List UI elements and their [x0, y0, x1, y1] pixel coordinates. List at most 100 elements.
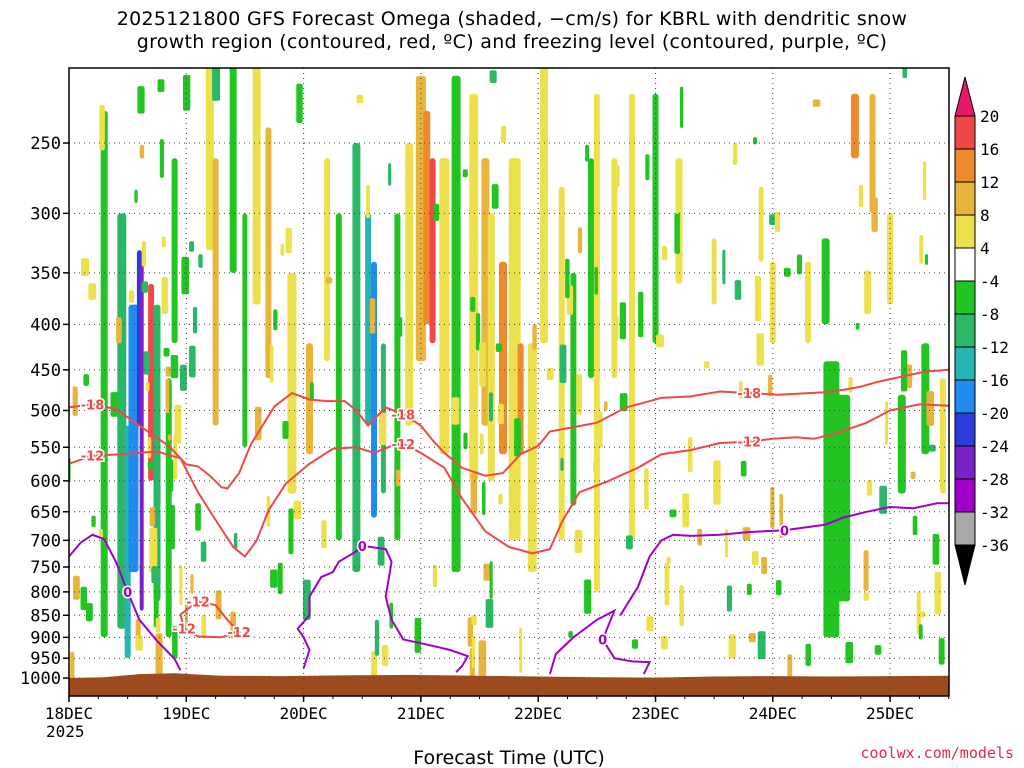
omega-cell	[897, 394, 906, 494]
omega-cell	[611, 158, 618, 379]
omega-cell	[805, 261, 811, 344]
omega-cell	[805, 643, 811, 666]
omega-cell	[335, 213, 342, 541]
omega-cell	[179, 565, 183, 606]
omega-cell	[388, 163, 392, 186]
colorbar-label: 8	[980, 206, 990, 225]
colorbar-label: 16	[980, 140, 999, 159]
omega-cell	[200, 541, 207, 562]
omega-cell	[823, 361, 840, 638]
omega-cell	[473, 235, 479, 261]
colorbar-segment	[954, 478, 976, 513]
colorbar-segment	[954, 115, 976, 150]
y-tick-label: 750	[30, 558, 61, 578]
freezing-contour-label: 0	[598, 634, 607, 649]
omega-cell	[352, 143, 361, 573]
omega-cell	[139, 261, 144, 611]
omega-cell	[585, 144, 589, 162]
omega-cell	[325, 277, 333, 284]
omega-cell	[100, 110, 108, 638]
omega-cell	[488, 392, 493, 422]
omega-cell	[836, 394, 851, 602]
omega-cell	[151, 566, 160, 584]
omega-cell	[161, 236, 166, 248]
omega-cell	[169, 504, 175, 550]
omega-cell	[783, 267, 791, 277]
omega-cell	[758, 186, 764, 262]
omega-cell	[110, 392, 119, 417]
omega-cell	[848, 376, 853, 393]
omega-cell	[625, 535, 633, 550]
omega-cell	[165, 378, 170, 414]
omega-cell	[722, 249, 726, 285]
omega-cell	[155, 617, 161, 633]
omega-cell	[588, 158, 594, 379]
omega-cell	[270, 569, 278, 588]
omega-cell	[153, 584, 159, 628]
omega-cell	[287, 272, 297, 494]
omega-cell	[189, 241, 195, 252]
omega-cell	[174, 404, 182, 444]
credit-label: coolwx.com/models	[860, 744, 1014, 762]
omega-cell	[396, 469, 401, 487]
omega-cell	[379, 412, 387, 445]
omega-cell	[666, 556, 671, 564]
grid-lines	[69, 68, 949, 696]
omega-cell	[593, 93, 600, 592]
y-tick-label: 450	[30, 361, 61, 381]
omega-cell	[500, 125, 507, 143]
omega-cell	[565, 258, 570, 299]
y-tick-label: 850	[30, 606, 61, 626]
omega-cell	[167, 434, 171, 441]
dendritic-contour-label: -12	[392, 438, 416, 453]
omega-cell	[768, 374, 773, 397]
omega-cell	[757, 631, 766, 660]
omega-cell	[912, 515, 918, 536]
omega-cell	[405, 143, 414, 426]
omega-cell	[451, 397, 460, 425]
omega-cell	[83, 374, 89, 386]
colorbar-segment	[954, 346, 976, 381]
omega-cell	[205, 68, 214, 251]
omega-cell	[514, 418, 521, 457]
omega-cell	[170, 355, 179, 379]
omega-cell	[149, 507, 156, 527]
omega-cell	[918, 611, 926, 618]
omega-cell	[906, 364, 913, 388]
omega-cell	[661, 636, 668, 650]
omega-cell	[212, 68, 221, 101]
omega-cell	[594, 266, 598, 295]
omega-cell	[918, 624, 923, 640]
omega-cell	[141, 241, 146, 267]
y-tick-label: 800	[30, 583, 61, 603]
omega-cell	[277, 562, 283, 595]
omega-cell	[697, 528, 703, 546]
colorbar-segment	[954, 511, 976, 546]
omega-cell	[439, 158, 450, 455]
omega-cell	[273, 309, 278, 331]
freezing-contour	[548, 608, 652, 675]
omega-cell	[577, 227, 583, 254]
omega-cell	[863, 592, 869, 601]
omega-cell	[467, 617, 473, 647]
y-axis: 2503003504004505005506006507007508008509…	[20, 134, 69, 689]
omega-cell	[532, 324, 537, 350]
omega-cell	[821, 238, 830, 325]
omega-cell	[734, 280, 742, 300]
omega-cell	[869, 93, 876, 214]
y-tick-label: 600	[30, 472, 61, 492]
omega-cell	[163, 347, 170, 357]
omega-cell	[924, 254, 928, 265]
omega-cell	[769, 214, 777, 225]
omega-cell	[470, 296, 476, 312]
omega-cell	[423, 110, 431, 325]
omega-cell	[321, 520, 327, 549]
colorbar-label: -20	[980, 404, 1009, 423]
omega-cell	[171, 158, 178, 344]
omega-cell	[141, 281, 149, 293]
colorbar-segment	[954, 280, 976, 315]
omega-cell	[356, 94, 364, 104]
omega-cell	[70, 651, 75, 683]
colorbar-segment	[954, 544, 976, 586]
